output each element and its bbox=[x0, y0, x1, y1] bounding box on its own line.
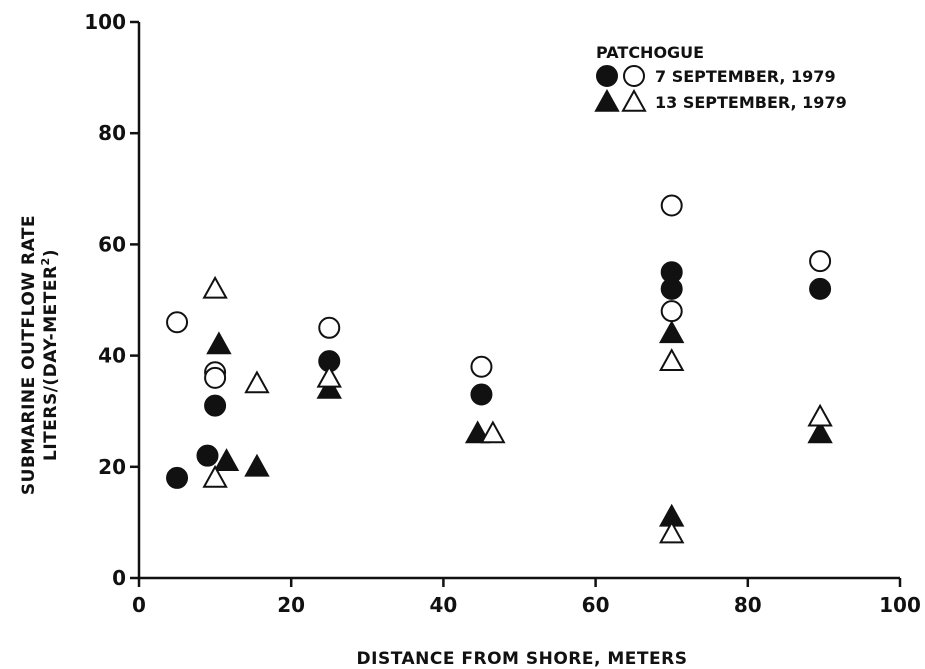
axes bbox=[137, 22, 900, 580]
x-axis-title: DISTANCE FROM SHORE, METERS bbox=[357, 649, 688, 669]
y-axis-title-close-paren: ) bbox=[41, 249, 61, 257]
y-axis-title-superscript: 2 bbox=[39, 257, 52, 265]
open-triangle-point bbox=[480, 420, 506, 444]
open-triangle-point bbox=[244, 370, 270, 394]
open-circle-point bbox=[318, 316, 341, 339]
legend-markers bbox=[594, 65, 647, 112]
y-axis-title-units: LITERS/(DAY-METER bbox=[41, 265, 61, 461]
legend-title: PATCHOGUE bbox=[596, 43, 704, 62]
y-axis-title-line2: LITERS/(DAY-METER2) bbox=[39, 249, 61, 461]
filled-triangle-point bbox=[659, 320, 685, 344]
y-tick-label: 80 bbox=[98, 121, 126, 145]
x-tick-label: 0 bbox=[132, 593, 146, 617]
filled-triangle-point bbox=[244, 453, 270, 477]
legend-label-sept13: 13 SEPTEMBER, 1979 bbox=[655, 93, 847, 112]
legend: PATCHOGUE 7 SEPTEMBER, 1979 13 SEPTEMBER… bbox=[594, 43, 847, 112]
filled-triangle-point bbox=[213, 448, 240, 472]
y-tick-label: 20 bbox=[98, 455, 126, 479]
x-tick-label: 20 bbox=[277, 593, 305, 617]
filled-circle-point bbox=[470, 383, 493, 406]
open-triangle-point bbox=[659, 348, 685, 371]
x-tick-label: 60 bbox=[582, 593, 610, 617]
data-points bbox=[166, 194, 833, 544]
filled-triangle-point bbox=[807, 420, 833, 444]
y-axis-title: SUBMARINE OUTFLOW RATE LITERS/(DAY-METER… bbox=[19, 215, 61, 495]
legend-filled-circle-marker bbox=[596, 65, 618, 87]
y-tick-label: 0 bbox=[112, 566, 126, 590]
open-triangle-point bbox=[659, 520, 685, 544]
y-axis-title-line1: SUBMARINE OUTFLOW RATE bbox=[19, 215, 39, 495]
open-circle-point bbox=[470, 355, 493, 378]
open-circle-point bbox=[166, 311, 189, 334]
x-axis-ticks: 0 20 40 60 80 100 bbox=[132, 578, 921, 617]
open-circle-point bbox=[660, 300, 683, 323]
open-triangle-point bbox=[202, 275, 228, 299]
legend-open-circle-marker bbox=[623, 65, 645, 87]
open-triangle-point bbox=[807, 403, 833, 427]
y-tick-label: 100 bbox=[84, 10, 126, 34]
legend-label-sept7: 7 SEPTEMBER, 1979 bbox=[655, 67, 836, 86]
y-tick-label: 60 bbox=[98, 232, 126, 256]
legend-open-triangle-marker bbox=[621, 88, 647, 112]
y-tick-label: 40 bbox=[98, 344, 126, 368]
open-triangle-point bbox=[316, 364, 342, 388]
legend-filled-triangle-marker bbox=[594, 88, 620, 112]
open-circle-point bbox=[204, 366, 227, 389]
open-circle-point bbox=[809, 250, 832, 273]
filled-circle-point bbox=[809, 277, 832, 300]
x-tick-label: 40 bbox=[429, 593, 457, 617]
x-tick-label: 80 bbox=[734, 593, 762, 617]
filled-circle-point bbox=[166, 466, 189, 489]
open-circle-point bbox=[660, 194, 683, 217]
y-axis-ticks: 0 20 40 60 80 100 bbox=[84, 10, 139, 590]
filled-triangle-point bbox=[464, 420, 491, 444]
filled-circle-point bbox=[660, 277, 683, 300]
filled-triangle-point bbox=[206, 331, 232, 355]
open-triangle-point bbox=[202, 464, 228, 488]
filled-circle-point bbox=[204, 394, 227, 417]
filled-triangle-point bbox=[316, 375, 342, 399]
x-tick-label: 100 bbox=[879, 593, 921, 617]
filled-circle-point bbox=[196, 444, 219, 467]
